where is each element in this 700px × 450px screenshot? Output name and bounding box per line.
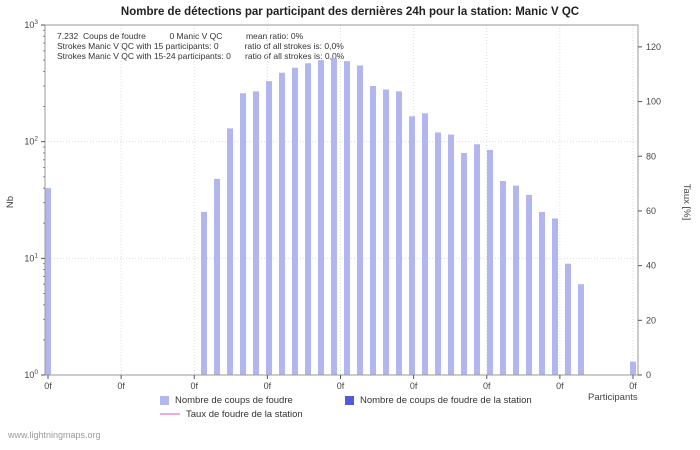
x-tick-label: 0f: [44, 381, 52, 391]
gridlines: [45, 24, 638, 375]
bar: [565, 263, 571, 375]
annotation-line-1: 7.232 Coups de foudre 0 Manic V QC mean …: [57, 31, 304, 41]
legend-item-station-strokes: Nombre de coups de foudre de la station: [345, 395, 532, 406]
bar: [253, 91, 259, 376]
bars: [45, 58, 636, 376]
legend-item-strokes: Nombre de coups de foudre: [160, 395, 345, 406]
chart-title: Nombre de détections par participant des…: [120, 6, 580, 18]
bar: [578, 284, 584, 375]
legend-row-2: Taux de foudre de la station: [160, 407, 532, 421]
bar: [344, 61, 350, 375]
bar: [331, 58, 337, 376]
bar: [45, 188, 51, 375]
x-axis-label: Participants: [588, 392, 638, 403]
bar: [500, 181, 506, 375]
watermark: www.lightningmaps.org: [8, 430, 101, 440]
x-tick-label: 0f: [556, 381, 564, 391]
bar: [396, 91, 402, 376]
bar: [487, 149, 493, 375]
x-tick-label: 0f: [117, 381, 125, 391]
y-right-tick-label: 100: [646, 97, 661, 107]
y-right-tick-label: 0: [646, 370, 651, 380]
bar: [552, 218, 558, 375]
axis-ticks: [41, 24, 642, 379]
axis-tick-labels: 100 101 102 103 0 20 40 60 80 100 120 0f 0f 0f 0f 0f 0f 0…: [24, 19, 661, 391]
x-tick-label: 0f: [337, 381, 345, 391]
y-axis-label-right: Taux [%]: [681, 184, 692, 220]
x-tick-label: 0f: [410, 381, 418, 391]
bar: [240, 93, 246, 375]
bar: [409, 116, 415, 375]
y-left-tick-label: 103: [24, 19, 38, 30]
bar: [227, 128, 233, 375]
y-axis-label-left: Nb: [5, 196, 16, 208]
bar: [526, 194, 532, 375]
bar: [370, 86, 376, 376]
bar: [474, 144, 480, 375]
legend-swatch-strokes: [160, 395, 169, 405]
legend-row-1: Nombre de coups de foudre Nombre de coup…: [160, 393, 532, 407]
x-tick-label: 0f: [264, 381, 272, 391]
y-left-tick-label: 102: [24, 136, 38, 147]
y-right-tick-label: 20: [646, 315, 656, 325]
legend-label-station-strokes: Nombre de coups de foudre de la station: [360, 394, 532, 406]
legend-label-station-rate: Taux de foudre de la station: [186, 408, 303, 420]
legend-item-station-rate: Taux de foudre de la station: [160, 409, 303, 420]
bar: [318, 60, 324, 375]
legend: Nombre de coups de foudre Nombre de coup…: [160, 393, 532, 421]
legend-label-strokes: Nombre de coups de foudre: [175, 394, 293, 406]
bar: [383, 89, 389, 375]
bar: [201, 211, 207, 375]
y-right-tick-label: 40: [646, 261, 656, 271]
x-tick-label: 0f: [190, 381, 198, 391]
y-right-tick-label: 120: [646, 42, 661, 52]
chart-annotation: 7.232 Coups de foudre 0 Manic V QC mean …: [57, 31, 344, 61]
bar: [435, 132, 441, 375]
plot-border: [44, 24, 639, 376]
bar: [630, 361, 636, 375]
y-right-tick-label: 80: [646, 151, 656, 161]
legend-swatch-station-strokes: [345, 395, 354, 405]
bar: [513, 185, 519, 375]
bar: [266, 81, 272, 375]
bar: [448, 134, 454, 375]
bar: [422, 113, 428, 375]
bar: [214, 178, 220, 375]
x-tick-label: 0f: [629, 381, 637, 391]
legend-line-station-rate: [160, 413, 180, 415]
y-left-tick-label: 101: [24, 252, 38, 263]
bar: [279, 72, 285, 375]
bar: [461, 152, 467, 375]
x-tick-label: 0f: [483, 381, 491, 391]
y-right-tick-label: 60: [646, 206, 656, 216]
bar: [357, 65, 363, 375]
bar: [292, 67, 298, 375]
bar: [305, 63, 311, 375]
y-left-tick-label: 100: [24, 369, 38, 380]
bar: [539, 211, 545, 375]
